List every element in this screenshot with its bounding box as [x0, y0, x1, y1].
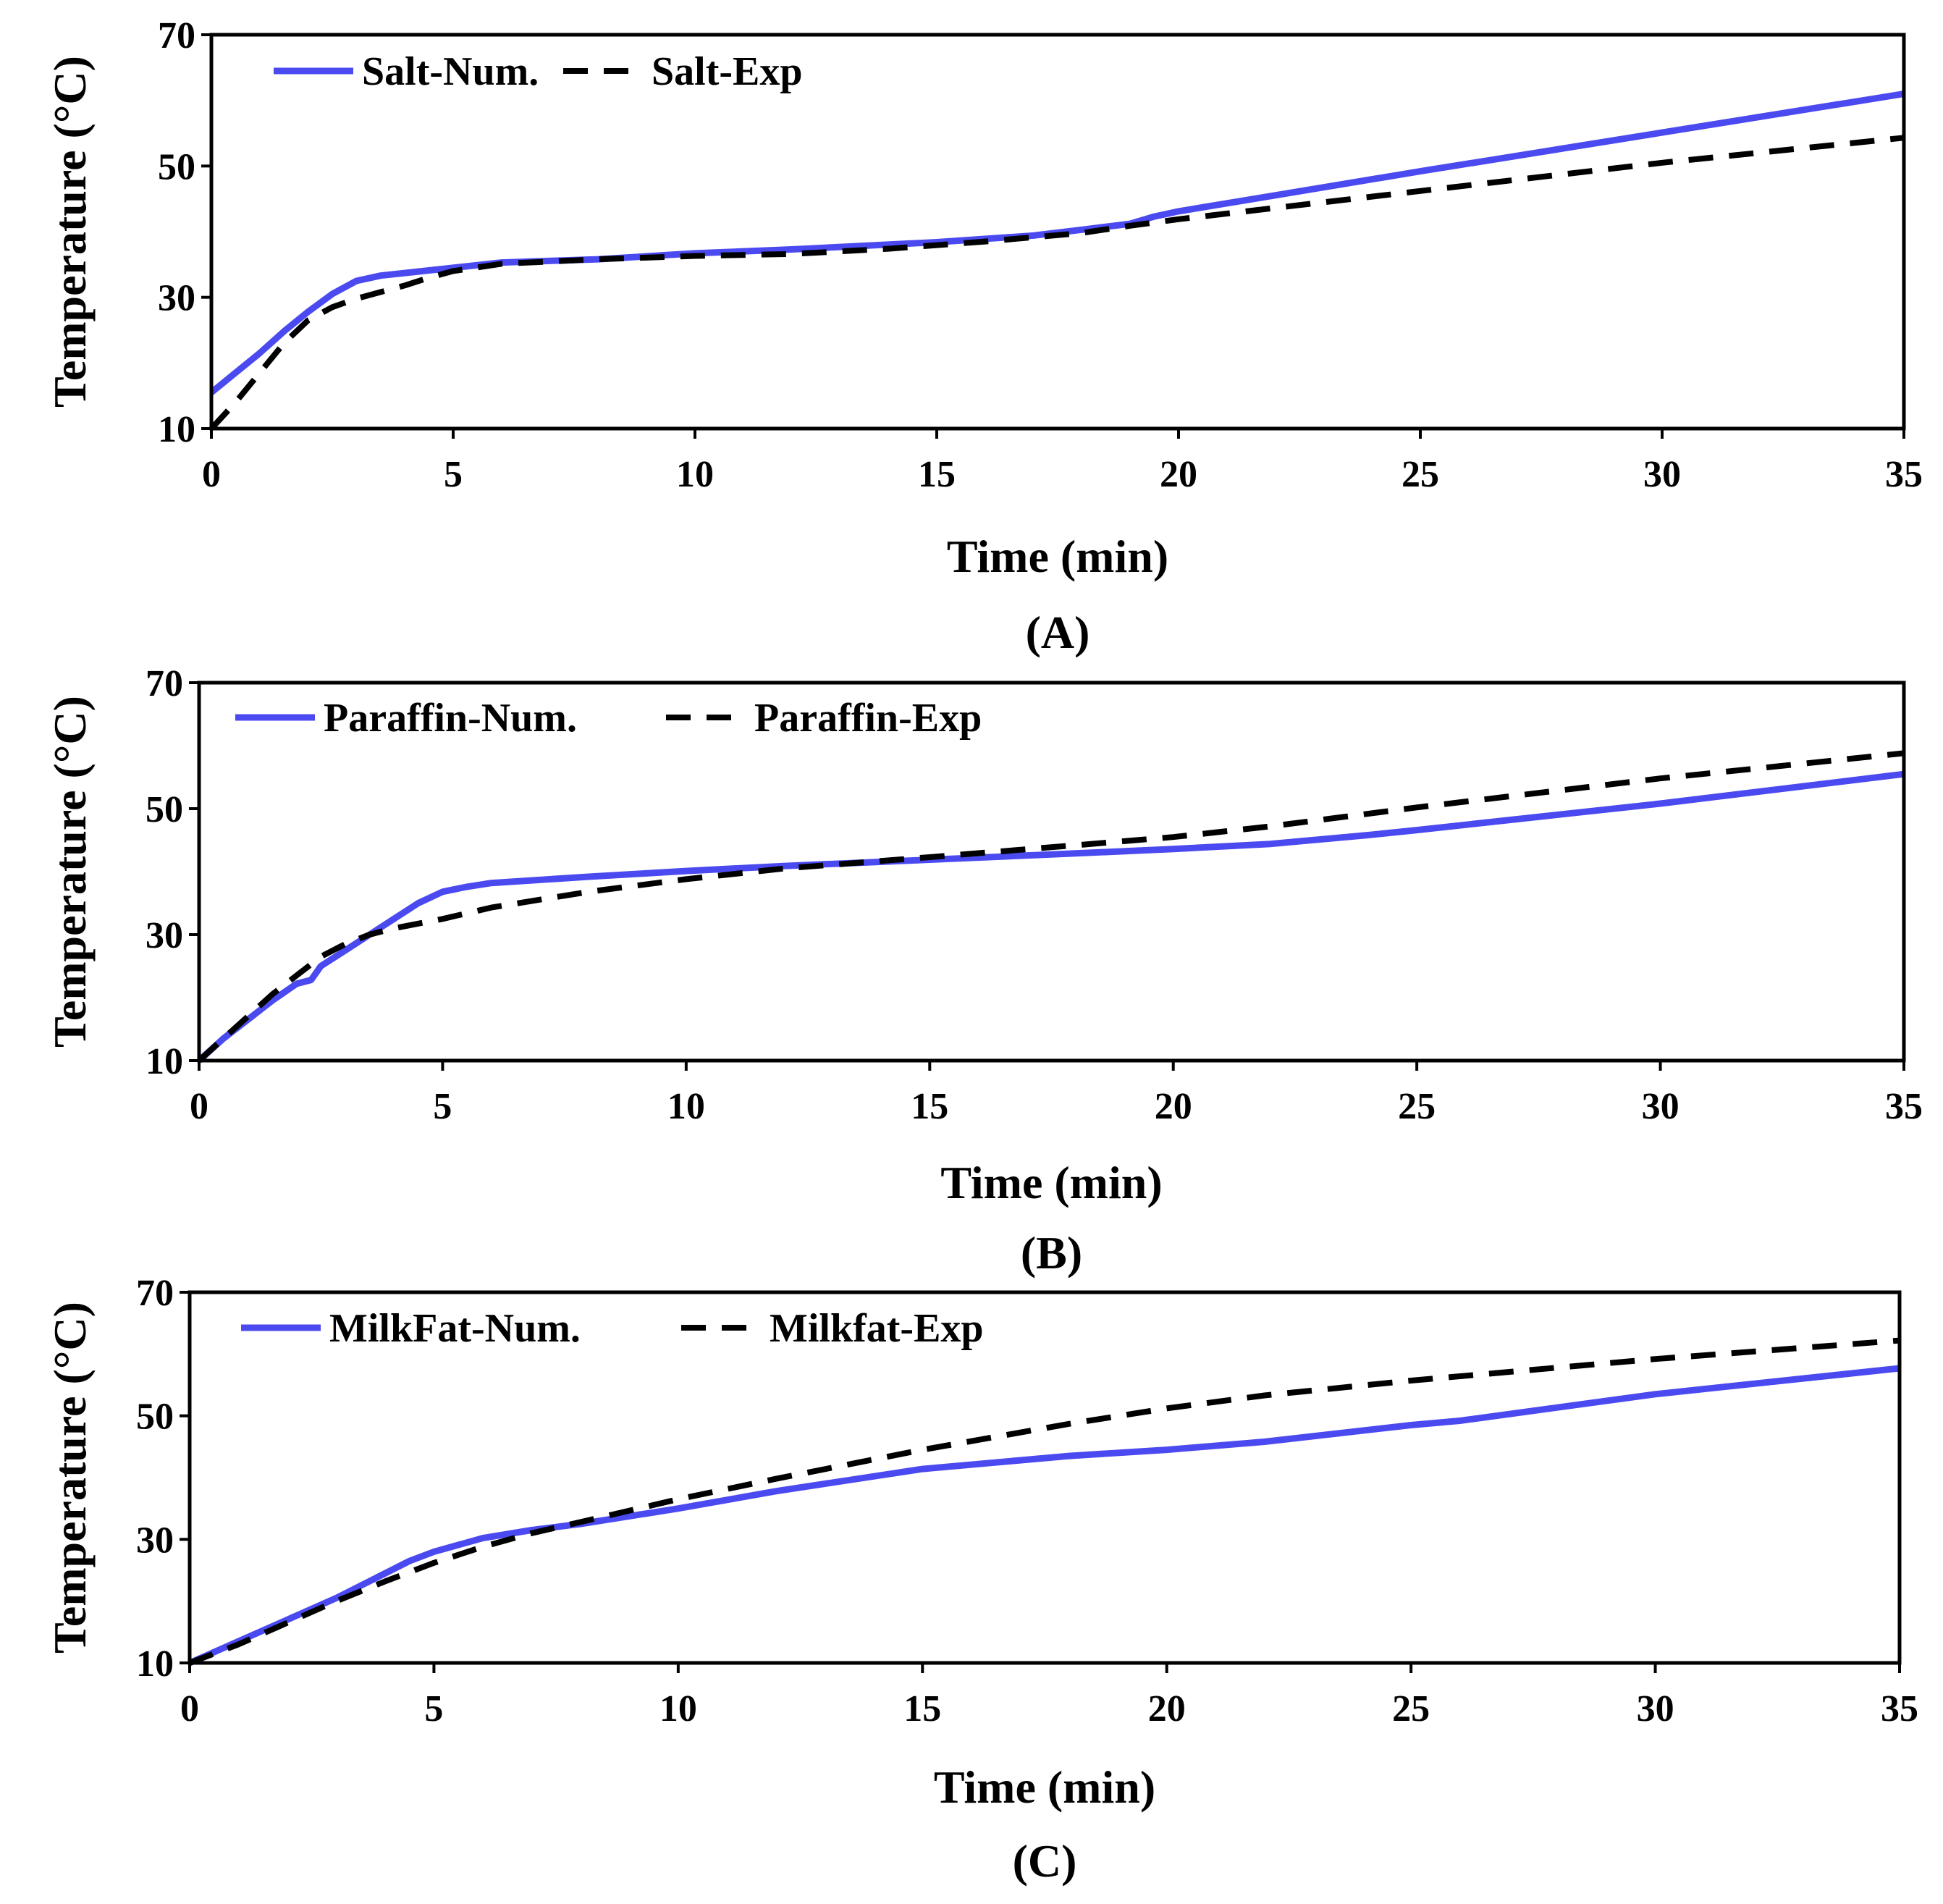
panel-c-x-tick-label: 35	[1881, 1688, 1918, 1730]
panel-b-y-axis-title: Temperature (°C)	[44, 696, 96, 1048]
panel-b-y-tick-label: 10	[146, 1041, 183, 1082]
panel-b-series-exp-line	[197, 750, 1905, 1063]
panel-c-series-exp-line	[188, 1337, 1900, 1666]
panel-a-x-tick-label: 10	[676, 454, 714, 495]
panel-b-y-tick-label: 30	[146, 915, 183, 956]
panel-b-legend-label-exp: Paraffin-Exp	[754, 696, 982, 741]
panel-a-chart: 0 5 10 15 20 25 30 35 10 30 50 70 Time (min) Temperat…	[44, 15, 1923, 658]
panel-a-x-tick-label: 15	[918, 454, 956, 495]
panel-a-x-tick-label: 5	[444, 454, 463, 495]
panel-a-y-axis-title: Temperature (°C)	[44, 56, 96, 408]
panel-a-x-tick-label: 30	[1643, 454, 1681, 495]
panel-c-x-axis-title: Time (min)	[934, 1761, 1155, 1813]
panel-a-x-tick-label: 35	[1885, 454, 1923, 495]
panel-c-y-tick-label: 50	[136, 1397, 174, 1438]
panel-b-x-tick-label: 25	[1398, 1086, 1436, 1127]
panel-b-x-tick-label: 20	[1155, 1086, 1192, 1127]
panel-b-x-tick-label: 15	[911, 1086, 948, 1127]
panel-b-legend: Paraffin-Num. Paraffin-Exp	[235, 696, 982, 741]
panel-c-legend: MilkFat-Num. Milkfat-Exp	[241, 1306, 984, 1351]
panel-c-x-tick-label: 25	[1392, 1688, 1430, 1730]
panel-c-y-axis-title: Temperature (°C)	[44, 1302, 96, 1654]
panel-a-panel-label: (A)	[1026, 607, 1090, 658]
panel-b-y-tick-label: 70	[146, 663, 183, 704]
panel-b-plot-frame	[197, 681, 1906, 1063]
panel-b-x-axis-title: Time (min)	[940, 1157, 1162, 1208]
panel-b-x-tick-label: 35	[1885, 1086, 1923, 1127]
panel-b-x-tick-label: 0	[190, 1086, 208, 1127]
panel-c-x-tick-label: 20	[1148, 1688, 1186, 1730]
panel-c-y-tick-label: 30	[136, 1520, 174, 1561]
panel-c-panel-label: (C)	[1013, 1835, 1077, 1887]
panel-a-y-tick-label: 10	[158, 409, 195, 450]
panel-c-x-tick-label: 5	[424, 1688, 443, 1730]
panel-b-x-tick-label: 5	[433, 1086, 452, 1127]
panel-c-x-tick-label: 15	[903, 1688, 941, 1730]
panel-c-y-tick-label: 70	[136, 1273, 174, 1314]
panel-a-plot-frame	[209, 33, 1906, 431]
panel-a-legend: Salt-Num. Salt-Exp	[274, 49, 803, 94]
panel-b-chart: 0 5 10 15 20 25 30 35 10 30 50 70 Time (min) Temperat…	[44, 663, 1923, 1279]
panel-b-series-num-line	[196, 770, 1905, 1063]
panel-b-legend-label-num: Paraffin-Num.	[324, 696, 577, 741]
panel-a-x-axis-title: Time (min)	[947, 531, 1168, 582]
panel-a-series-num-line	[209, 90, 1905, 395]
panel-c-legend-label-num: MilkFat-Num.	[329, 1306, 581, 1351]
panel-a-legend-label-exp: Salt-Exp	[652, 49, 803, 94]
panel-a-legend-label-num: Salt-Num.	[362, 49, 539, 94]
panel-a-x-tick-label: 0	[202, 454, 221, 495]
panel-a-series-exp-line	[209, 135, 1905, 431]
panel-a-x-tick-label: 25	[1402, 454, 1439, 495]
panel-c-x-tick-label: 0	[180, 1688, 199, 1730]
panel-a-y-tick-label: 30	[158, 278, 195, 319]
panel-c-y-tick-label: 10	[136, 1643, 174, 1685]
panel-b-panel-label: (B)	[1021, 1227, 1082, 1279]
panel-c-series-num-line	[188, 1365, 1900, 1667]
panel-b-x-tick-label: 30	[1642, 1086, 1679, 1127]
panel-c-legend-label-exp: Milkfat-Exp	[770, 1306, 984, 1351]
panel-c-plot-frame	[187, 1290, 1902, 1665]
panel-b-x-tick-label: 10	[667, 1086, 705, 1127]
panel-c-chart: 0 5 10 15 20 25 30 35 10 30 50 70 Time (min) Temperat…	[44, 1273, 1918, 1887]
panel-a-x-tick-label: 20	[1160, 454, 1197, 495]
panel-a-y-tick-label: 50	[158, 146, 195, 188]
panel-c-x-tick-label: 30	[1637, 1688, 1674, 1730]
panel-b-y-tick-label: 50	[146, 789, 183, 830]
panel-a-y-tick-label: 70	[158, 15, 195, 56]
panel-c-x-tick-label: 10	[659, 1688, 697, 1730]
